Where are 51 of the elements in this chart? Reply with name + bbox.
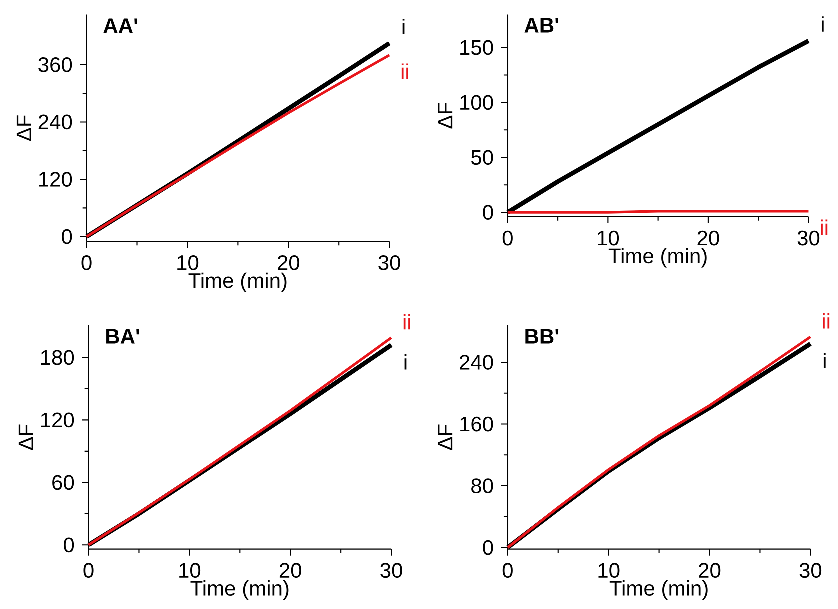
series-label: i: [822, 16, 824, 32]
x-axis-title: Time (min): [608, 248, 707, 268]
y-tick-label: 120: [39, 172, 72, 188]
x-axis-title: Time (min): [188, 273, 287, 293]
y-tick-label: 50: [472, 150, 494, 166]
x-tick-label: 20: [278, 256, 300, 271]
y-tick-label: 150: [460, 40, 494, 56]
y-tick-label: 0: [483, 205, 494, 220]
series-label: i: [402, 19, 405, 34]
series-label: ii: [821, 220, 828, 236]
x-tick-label: 0: [502, 563, 513, 578]
x-tick-label: 10: [180, 563, 201, 578]
x-tick-label: 10: [598, 231, 620, 246]
y-tick-label: 160: [460, 417, 494, 432]
x-tick-label: 0: [84, 563, 94, 578]
x-tick-label: 20: [698, 231, 720, 246]
y-tick-label: 360: [38, 58, 72, 73]
y-axis-title: ΔF: [16, 116, 32, 142]
y-axis-title: ΔF: [18, 425, 34, 450]
chart-title: AA': [104, 18, 138, 34]
series-label: ii: [404, 314, 410, 330]
y-tick-label: 120: [41, 413, 74, 428]
chart-title: BA': [106, 330, 140, 344]
chart-title: AB': [524, 18, 559, 33]
x-tick-label: 10: [598, 563, 620, 578]
y-tick-label: 240: [460, 355, 494, 370]
series-label: ii: [402, 64, 408, 80]
y-tick-label: 100: [460, 96, 494, 110]
series-label: i: [404, 354, 407, 370]
y-tick-label: 0: [64, 538, 74, 553]
x-tick-label: 10: [178, 256, 199, 271]
x-tick-label: 30: [800, 563, 822, 578]
y-axis-title: ΔF: [438, 104, 453, 129]
y-tick-label: 80: [472, 478, 494, 494]
x-tick-label: 30: [798, 231, 820, 246]
y-tick-label: 60: [52, 475, 74, 490]
y-tick-label: 180: [41, 350, 74, 366]
x-tick-label: 30: [380, 563, 402, 578]
series-label: ii: [823, 314, 830, 329]
x-axis-title: Time (min): [190, 580, 289, 600]
chart-title: BB': [526, 330, 559, 344]
x-tick-label: 20: [280, 563, 302, 578]
x-tick-label: 20: [699, 563, 721, 578]
series-label: i: [824, 353, 826, 369]
x-tick-label: 0: [502, 231, 513, 246]
x-axis-title: Time (min): [610, 580, 708, 600]
x-tick-label: 0: [82, 256, 92, 271]
x-tick-label: 30: [378, 256, 400, 271]
y-axis-title: ΔF: [438, 425, 453, 450]
y-tick-label: 240: [38, 115, 72, 130]
y-tick-label: 0: [483, 540, 494, 556]
